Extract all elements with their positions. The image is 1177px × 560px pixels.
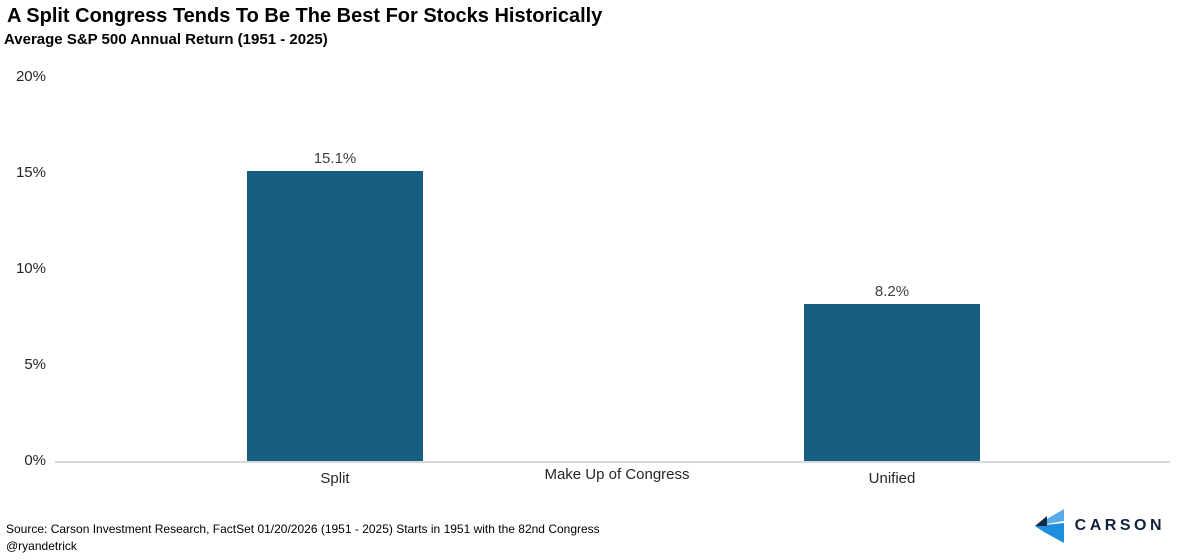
category-label-split: Split — [320, 470, 350, 487]
carson-wordmark: CARSON — [1074, 517, 1165, 534]
x-axis-line — [55, 461, 1170, 463]
y-tick-label: 20% — [15, 68, 46, 85]
y-tick-label: 0% — [24, 452, 46, 469]
carson-logo: CARSON — [1034, 508, 1165, 544]
bar-value-label: 15.1% — [313, 150, 357, 168]
x-axis-title: Make Up of Congress — [544, 466, 690, 483]
carson-chevron-icon — [1034, 508, 1065, 544]
bar-value-label: 8.2% — [874, 282, 910, 300]
bar-unified — [804, 303, 980, 461]
bar-split — [247, 171, 423, 461]
y-tick-label: 10% — [15, 260, 46, 277]
y-tick-label: 5% — [24, 356, 46, 373]
source-text: Source: Carson Investment Research, Fact… — [6, 522, 600, 536]
y-tick-label: 15% — [15, 164, 46, 181]
chart-title: A Split Congress Tends To Be The Best Fo… — [7, 5, 603, 27]
chart-subtitle: Average S&P 500 Annual Return (1951 - 20… — [4, 31, 328, 48]
category-label-unified: Unified — [868, 470, 916, 487]
author-handle: @ryandetrick — [6, 539, 77, 553]
